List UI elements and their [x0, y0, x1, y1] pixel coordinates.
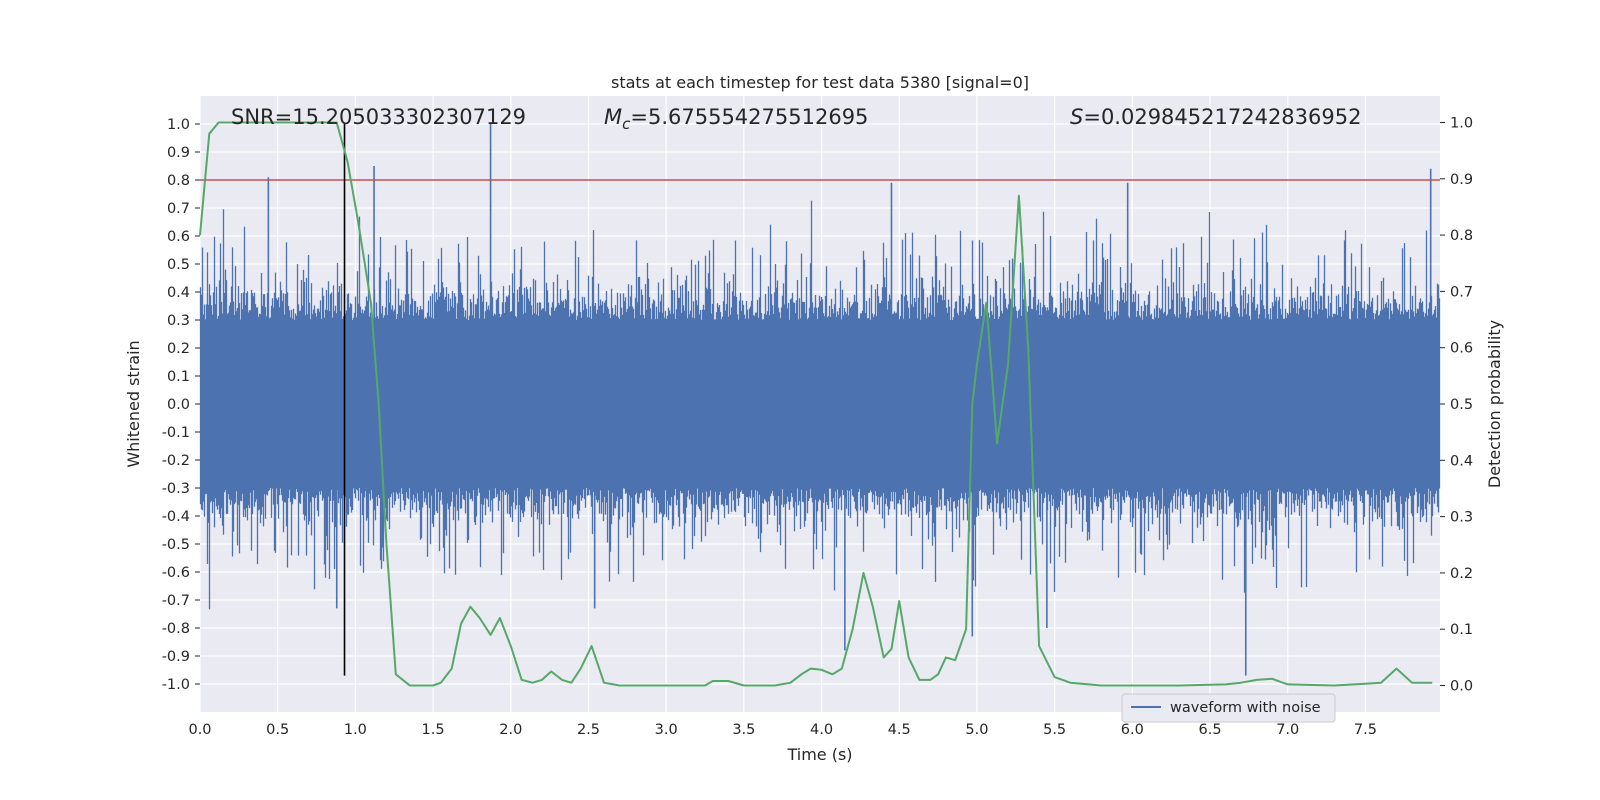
- chirp-mass-annotation: Mc=5.675554275512695: [604, 105, 868, 133]
- y-tick-label: 0.5: [167, 257, 190, 273]
- x-tick-label: 7.0: [1276, 722, 1299, 738]
- chart-title: stats at each timestep for test data 538…: [611, 73, 1029, 92]
- y-tick-label: 0.2: [167, 341, 190, 357]
- waveform-series: [199, 124, 1441, 676]
- x-tick-label: 7.5: [1354, 722, 1377, 738]
- y-tick-label: 0.6: [167, 229, 190, 245]
- legend-box: [1121, 693, 1336, 723]
- y-tick-label: 0.3: [167, 313, 190, 329]
- x-tick-label: 3.5: [732, 722, 755, 738]
- chirp-mass-symbol: M: [604, 105, 622, 129]
- y-tick-label: -0.6: [162, 565, 190, 581]
- y2-tick-label: 0.4: [1450, 453, 1473, 469]
- probability-series: [199, 121, 1433, 687]
- y-tick-label: 0.1: [167, 369, 190, 385]
- y-tick-label: -0.9: [162, 649, 190, 665]
- y-tick-label: -0.4: [162, 509, 190, 525]
- y-tick-label: 0.7: [167, 201, 190, 217]
- overlay-lines: [200, 124, 1440, 676]
- x-tick-label: 2.0: [499, 722, 522, 738]
- y-tick-label: 1.0: [167, 117, 190, 133]
- x-tick-labels: 0.0 0.5 1.0 1.5 2.0 2.5 3.0 3.5 4.0 4.5 5.0 5.5 6.0 6…: [188, 722, 1376, 738]
- legend: waveform with noise: [1121, 693, 1336, 723]
- x-tick-label: 1.0: [344, 722, 367, 738]
- chirp-mass-value: =5.675554275512695: [630, 105, 868, 129]
- snr-annotation: SNR=15.205033302307129: [231, 105, 526, 129]
- y2-tick-labels: 1.0 0.9 0.8 0.7 0.6 0.5 0.4 0.3 0.2 0.1 0.0: [1440, 115, 1473, 695]
- y-tick-label: 0.4: [167, 285, 190, 301]
- legend-label: waveform with noise: [1170, 700, 1321, 716]
- y-tick-label: -0.5: [162, 537, 190, 553]
- s-symbol: S: [1070, 105, 1083, 129]
- y-tick-label: -1.0: [162, 677, 190, 693]
- s-value: =0.029845217242836952: [1083, 105, 1361, 129]
- x-tick-label: 4.0: [810, 722, 833, 738]
- x-tick-label: 1.5: [422, 722, 445, 738]
- x-tick-label: 6.0: [1121, 722, 1144, 738]
- x-tick-label: 0.5: [266, 722, 289, 738]
- x-tick-label: 6.5: [1198, 722, 1221, 738]
- y2-tick-label: 0.6: [1450, 341, 1473, 357]
- x-tick-label: 3.0: [655, 722, 678, 738]
- y2-tick-label: 0.0: [1450, 679, 1473, 695]
- y-tick-label: -0.7: [162, 593, 190, 609]
- y-tick-label: 0.8: [167, 173, 190, 189]
- x-tick-label: 5.5: [1043, 722, 1066, 738]
- s-annotation: S=0.029845217242836952: [1070, 105, 1361, 129]
- y-tick-label: 0.0: [167, 397, 190, 413]
- x-axis-label: Time (s): [786, 745, 852, 764]
- x-tick-label: 2.5: [577, 722, 600, 738]
- y2-tick-label: 0.3: [1450, 510, 1473, 526]
- waveform-noise: [199, 200, 1441, 610]
- x-tick-label: 0.0: [188, 722, 211, 738]
- y-tick-labels: 1.0 0.9 0.8 0.7 0.6 0.5 0.4 0.3 0.2 0.1 0.0 -0.1 -0.…: [162, 117, 200, 693]
- y2-axis-label: Detection probability: [1485, 320, 1504, 488]
- y-tick-label: 0.9: [167, 145, 190, 161]
- y-axis-label: Whitened strain: [124, 340, 143, 467]
- y-tick-label: -0.3: [162, 481, 190, 497]
- y2-tick-label: 0.7: [1450, 284, 1473, 300]
- x-tick-label: 4.5: [888, 722, 911, 738]
- y2-tick-label: 0.1: [1450, 622, 1473, 638]
- y2-tick-label: 0.9: [1450, 172, 1473, 188]
- y-tick-label: -0.2: [162, 453, 190, 469]
- chirp-mass-subscript: c: [622, 115, 631, 133]
- y2-tick-label: 0.5: [1450, 397, 1473, 413]
- y-tick-label: -0.1: [162, 425, 190, 441]
- y-tick-label: -0.8: [162, 621, 190, 637]
- y2-tick-label: 1.0: [1450, 115, 1473, 131]
- y2-tick-label: 0.2: [1450, 566, 1473, 582]
- y2-tick-label: 0.8: [1450, 228, 1473, 244]
- detection-probability-line: [199, 121, 1433, 687]
- x-tick-label: 5.0: [965, 722, 988, 738]
